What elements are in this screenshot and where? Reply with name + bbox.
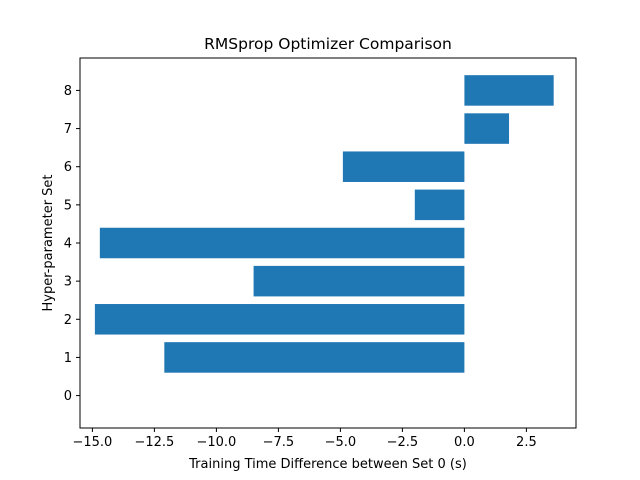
x-tick-label: −7.5: [263, 435, 295, 450]
bars: [95, 75, 554, 373]
bar-set-5: [415, 190, 465, 221]
y-tick-label: 7: [64, 122, 72, 137]
bar-set-2: [95, 304, 465, 335]
y-tick-label: 8: [64, 84, 72, 99]
y-tick-label: 1: [64, 351, 72, 366]
y-tick-label: 4: [64, 237, 72, 252]
x-tick-label: −12.5: [134, 435, 174, 450]
y-tick-label: 2: [64, 313, 72, 328]
bar-set-3: [254, 266, 465, 297]
x-axis: −15.0 −12.5 −10.0 −7.5 −5.0 −2.5 0.0 2.5: [72, 428, 536, 450]
bar-set-6: [343, 151, 465, 182]
x-tick-label: −5.0: [325, 435, 357, 450]
y-axis-label: Hyper-parameter Set: [41, 174, 56, 311]
y-tick-label: 6: [64, 160, 72, 175]
bar-set-4: [100, 228, 465, 259]
y-tick-label: 5: [64, 198, 72, 213]
bar-set-8: [464, 75, 553, 106]
x-tick-label: 0.0: [454, 435, 475, 450]
bar-set-1: [164, 342, 464, 373]
y-tick-label: 0: [64, 389, 72, 404]
x-tick-label: −10.0: [196, 435, 236, 450]
x-axis-label: Training Time Difference between Set 0 (…: [188, 457, 467, 472]
y-tick-label: 3: [64, 275, 72, 290]
bar-set-7: [464, 113, 509, 144]
x-tick-label: −15.0: [72, 435, 112, 450]
x-tick-label: −2.5: [387, 435, 419, 450]
y-axis: 0 1 2 3 4 5 6 7 8: [64, 84, 80, 404]
chart-title: RMSprop Optimizer Comparison: [204, 35, 452, 53]
x-tick-label: 2.5: [516, 435, 537, 450]
